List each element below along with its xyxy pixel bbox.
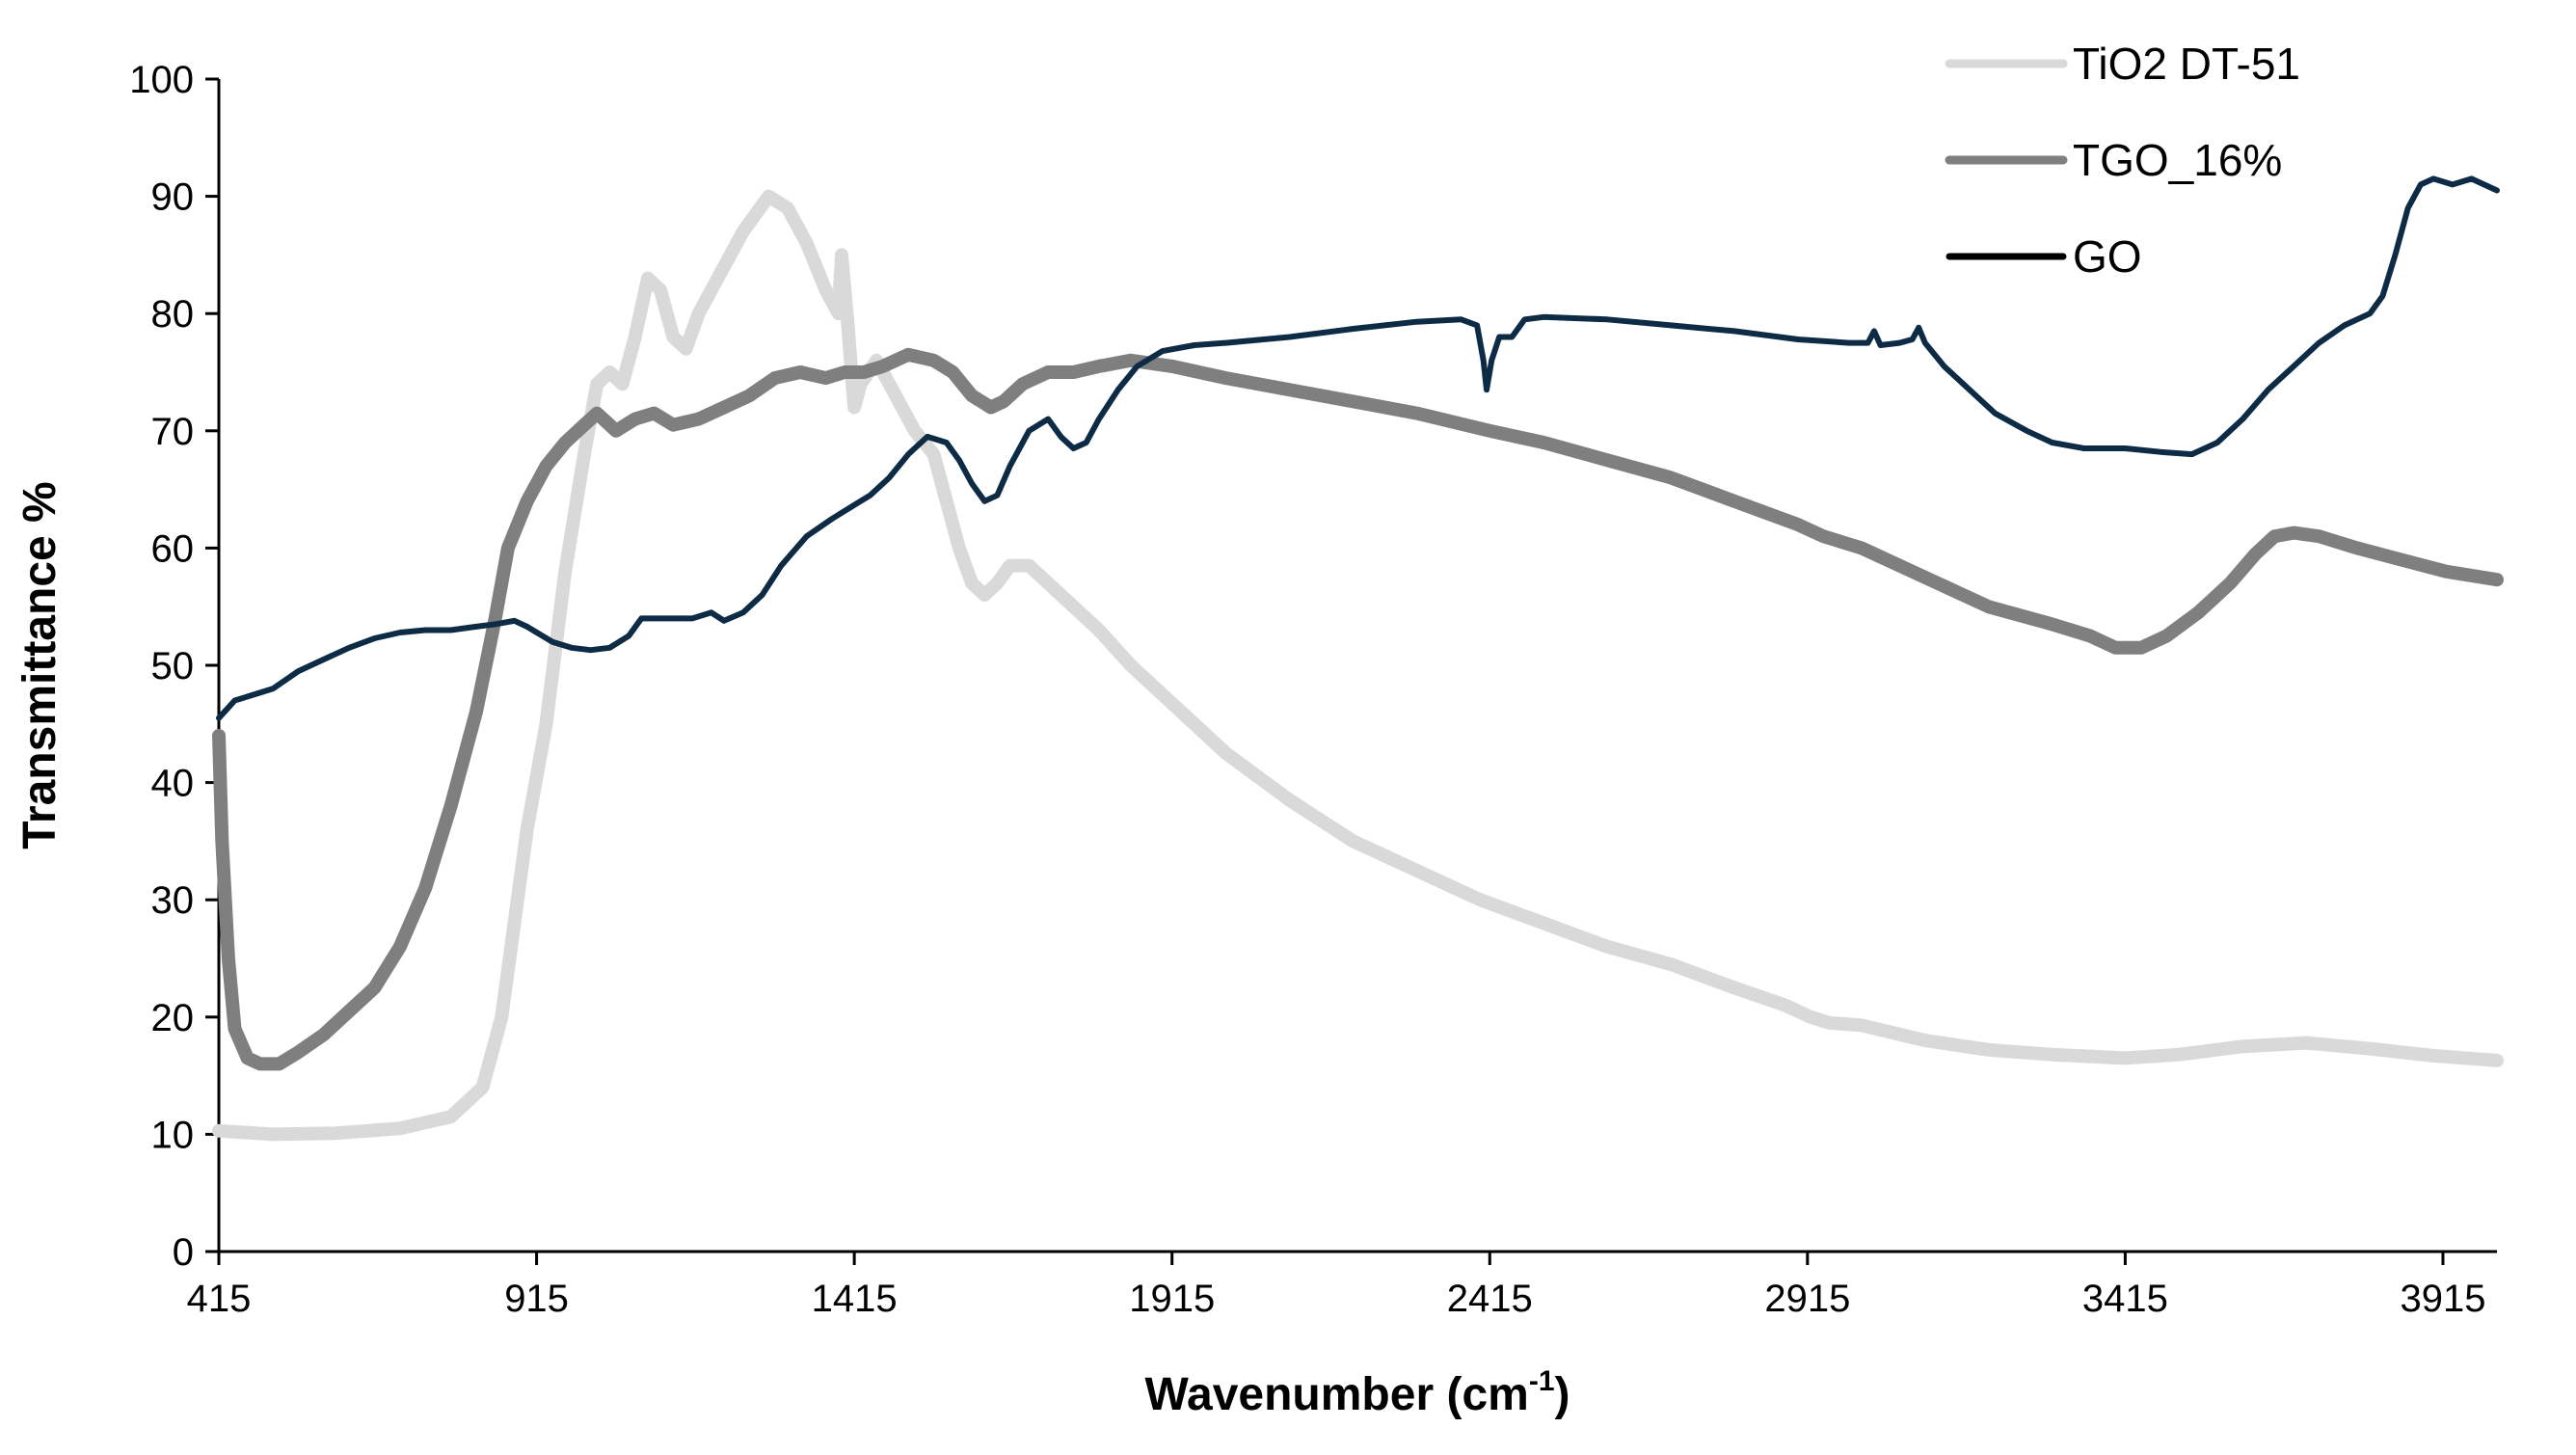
x-ticks: 415 915 1415 1915 2415 2915 3415 3915: [187, 1252, 2485, 1320]
x-tick-label: 1415: [812, 1278, 898, 1320]
x-tick-label: 2915: [1764, 1278, 1850, 1320]
x-tick-label: 1915: [1129, 1278, 1215, 1320]
y-tick-label: 20: [151, 997, 195, 1039]
legend-label-tio2-dt-51: TiO2 DT-51: [2073, 39, 2300, 89]
y-ticks: 0 10 20 30 40 50 60 70 80 90 100: [129, 59, 219, 1274]
x-tick-label: 3415: [2082, 1278, 2168, 1320]
x-tick-label: 3915: [2400, 1278, 2485, 1320]
x-tick-label: 915: [504, 1278, 569, 1320]
legend-label-tgo-16: TGO_16%: [2073, 135, 2282, 185]
y-tick-label: 40: [151, 763, 195, 805]
legend: TiO2 DT-51 TGO_16% GO: [1945, 39, 2300, 282]
series-line-tgo-16: [212, 347, 2504, 1071]
axes: [217, 79, 2497, 1253]
x-axis-title: Wavenumber (cm-1): [1145, 1365, 1570, 1420]
x-axis-title-superscript: -1: [1529, 1365, 1555, 1397]
x-tick-label: 415: [187, 1278, 252, 1320]
x-axis-title-main: Wavenumber (cm: [1145, 1369, 1529, 1420]
legend-label-go: GO: [2073, 231, 2142, 282]
x-tick-label: 2415: [1447, 1278, 1533, 1320]
y-tick-label: 100: [129, 59, 194, 101]
y-tick-label: 70: [151, 411, 195, 453]
y-tick-label: 0: [173, 1231, 194, 1274]
series-line-tio2-dt-51: [212, 189, 2504, 1142]
y-tick-label: 90: [151, 176, 195, 219]
y-tick-label: 50: [151, 645, 195, 687]
y-tick-label: 10: [151, 1114, 195, 1156]
x-axis-title-suffix: ): [1555, 1369, 1570, 1420]
series-line-go: [216, 175, 2500, 721]
y-tick-label: 60: [151, 527, 195, 570]
series-lines: [212, 175, 2504, 1142]
y-tick-label: 80: [151, 293, 195, 336]
y-tick-label: 30: [151, 879, 195, 922]
y-axis-title: Transmittance %: [14, 481, 66, 849]
